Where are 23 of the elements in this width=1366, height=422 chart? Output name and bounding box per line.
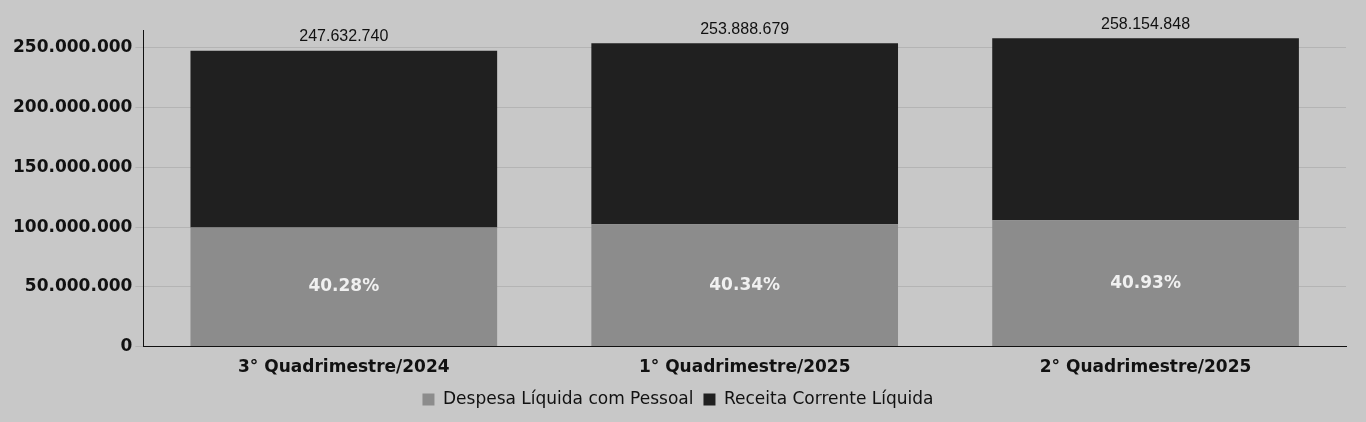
bar <box>591 224 899 347</box>
annotation: 40.34% <box>709 273 781 294</box>
bar <box>992 38 1299 221</box>
total-label: 258.154.848 <box>1101 14 1191 32</box>
y-tick-label: 0 <box>120 335 133 356</box>
total-label: 253.888.679 <box>700 19 790 37</box>
bar <box>992 220 1299 347</box>
bar <box>190 50 498 228</box>
x-tick-label: 3° Quadrimestre/2024 <box>238 356 450 377</box>
bar <box>190 227 498 347</box>
y-tick-label: 100.000.000 <box>13 215 133 236</box>
annotation: 40.93% <box>1110 271 1181 292</box>
x-tick-label: 1° Quadrimestre/2025 <box>638 356 851 377</box>
legend-label: Receita Corrente Líquida <box>723 387 934 408</box>
y-tick-label: 250.000.000 <box>13 36 133 57</box>
x-tick-label: 2° Quadrimestre/2025 <box>1039 356 1252 377</box>
bar <box>591 43 899 225</box>
y-tick-label: 200.000.000 <box>13 96 133 117</box>
annotation: 40.28% <box>308 275 380 296</box>
total-label: 247.632.740 <box>299 27 389 45</box>
y-tick-label: 50.000.000 <box>24 275 133 296</box>
legend-label: Despesa Líquida com Pessoal <box>442 387 694 408</box>
y-tick-label: 150.000.000 <box>13 155 133 176</box>
